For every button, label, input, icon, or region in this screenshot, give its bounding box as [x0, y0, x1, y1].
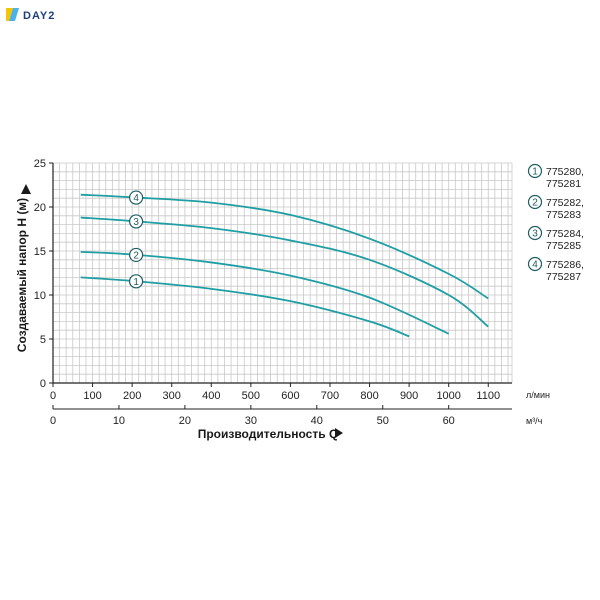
x-axis-title: Производительность Q [198, 427, 339, 441]
legend-badge-1 [527, 163, 543, 179]
legend-entry-text: 775282, [546, 197, 584, 209]
series-badge-label-2: 2 [133, 250, 139, 261]
legend-entry-text: 775284, [546, 228, 584, 240]
y-tick-label: 10 [34, 290, 46, 302]
legend-badge-label-4: 4 [532, 260, 538, 271]
x-tick-label: 100 [83, 390, 101, 402]
legend-badge-4 [527, 256, 543, 272]
x-tick-label: 200 [123, 390, 141, 402]
x-unit-secondary: м³/ч [526, 416, 543, 426]
legend-badge-2 [527, 194, 543, 210]
day2-logo: DAY2 [6, 8, 55, 22]
brand-name: DAY2 [23, 10, 55, 22]
x2-tick-label: 30 [245, 415, 257, 427]
series-line-3 [80, 216, 489, 328]
legend-badge-label-3: 3 [532, 229, 538, 240]
y-axis-arrow-icon [21, 184, 31, 194]
y-tick-label: 15 [34, 246, 46, 258]
y-tick-label: 25 [34, 158, 46, 170]
x-axis-arrow-icon [335, 428, 343, 438]
y-axis-title: Создаваемый напор H (м) [15, 198, 29, 352]
x-unit-primary: л/мин [526, 390, 550, 400]
series-badge-label-1: 1 [133, 277, 139, 288]
chart-axes [52, 163, 512, 410]
legend-badge-3 [527, 225, 543, 241]
x-tick-label: 0 [50, 390, 56, 402]
legend-entry-text: 775283 [546, 209, 581, 221]
x-tick-label: 1100 [476, 390, 500, 402]
logo-mark-icon [6, 8, 19, 21]
x-tick-label: 500 [242, 390, 260, 402]
series-badge-2 [128, 247, 144, 263]
series-badge-3 [128, 214, 144, 229]
legend-entry-text: 775280, [546, 166, 584, 178]
x-tick-label: 300 [163, 390, 181, 402]
x2-tick-label: 50 [377, 415, 389, 427]
x2-tick-label: 0 [50, 415, 56, 427]
x-tick-label: 700 [321, 390, 339, 402]
series-badge-label-3: 3 [133, 217, 139, 228]
x2-tick-label: 20 [179, 415, 191, 427]
x-tick-label: 800 [360, 390, 378, 402]
legend-badge-label-1: 1 [532, 167, 538, 178]
legend-entry-text: 775287 [546, 271, 581, 283]
chart-grid [52, 162, 513, 384]
y-tick-label: 5 [40, 334, 46, 346]
x-tick-label: 900 [400, 390, 418, 402]
series-badge-1 [128, 274, 144, 289]
y-tick-label: 0 [40, 378, 46, 390]
legend-entry-text: 775285 [546, 240, 581, 252]
x2-tick-label: 10 [113, 415, 125, 427]
x-tick-label: 1000 [436, 390, 460, 402]
x-tick-label: 600 [281, 390, 299, 402]
legend-entry-text: 775286, [546, 259, 584, 271]
legend-entry-text: 775281 [546, 178, 581, 190]
series-badge-4 [128, 190, 144, 205]
y-tick-label: 20 [34, 202, 46, 214]
x2-tick-label: 40 [311, 415, 323, 427]
legend-badge-label-2: 2 [532, 198, 538, 209]
x2-tick-label: 60 [443, 415, 455, 427]
series-badge-label-4: 4 [133, 193, 139, 204]
x-tick-label: 400 [202, 390, 220, 402]
chart-series: 1 2 3 4 [80, 190, 489, 338]
